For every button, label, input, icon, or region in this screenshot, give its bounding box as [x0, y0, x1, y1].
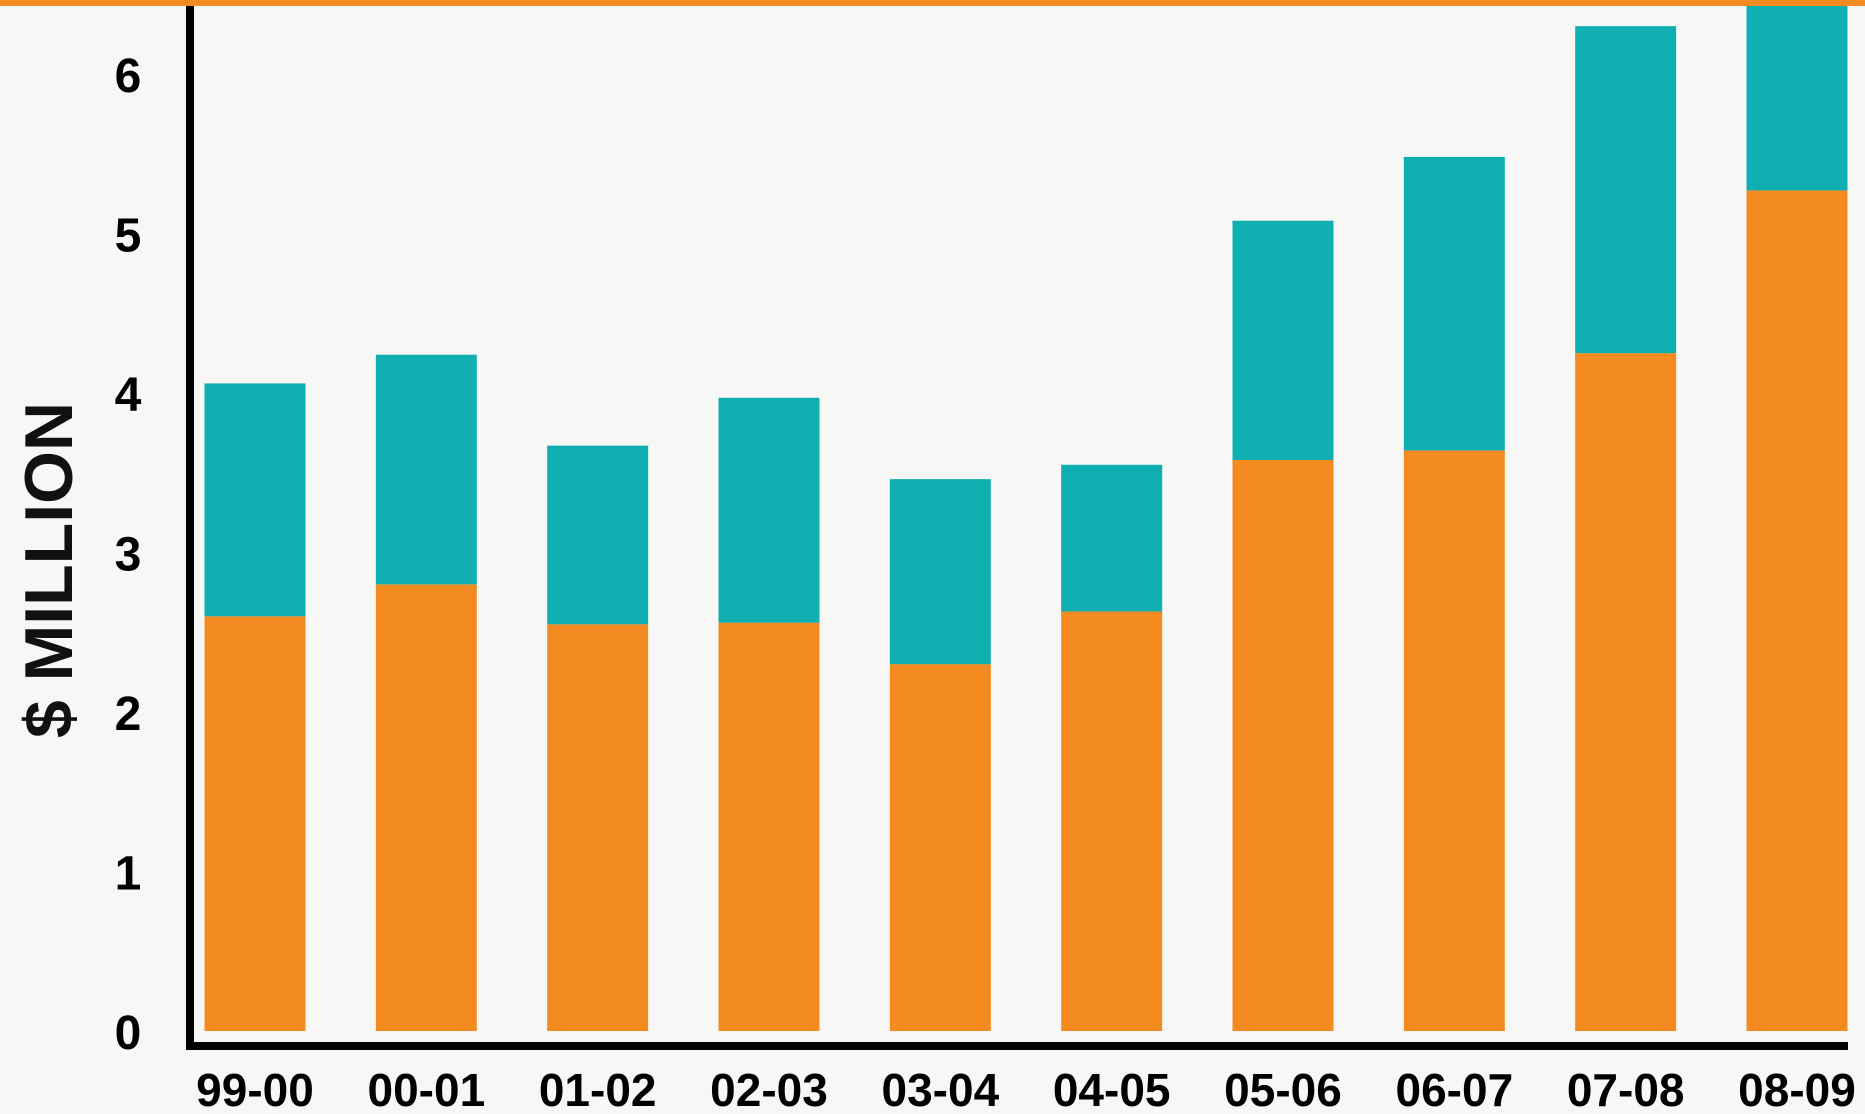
bar-segment	[204, 383, 306, 617]
bar-segment	[1746, 190, 1848, 1031]
x-tick-labels: 99-00 00-01 01-02 02-03 03-04 04-05 05-06 06-07…	[196, 1064, 1856, 1114]
x-tick-label: 03-04	[882, 1064, 1000, 1114]
x-tick-label: 99-00	[196, 1064, 314, 1114]
bar-segment	[1746, 6, 1848, 191]
y-tick-label: 0	[115, 1007, 142, 1060]
bar-segment	[375, 354, 477, 585]
bar-segment	[1403, 450, 1505, 1031]
x-tick-label: 00-01	[368, 1064, 486, 1114]
x-tick-label: 01-02	[539, 1064, 657, 1114]
bar-segment	[1232, 459, 1334, 1031]
x-tick-label: 04-05	[1053, 1064, 1171, 1114]
y-tick-label: 6	[115, 50, 142, 103]
y-tick-label: 2	[115, 688, 142, 741]
bar-segment	[889, 664, 991, 1031]
y-tick-label: 3	[115, 529, 142, 582]
bar-segment	[547, 624, 649, 1031]
bar-segment	[547, 445, 649, 625]
x-tick-label: 02-03	[710, 1064, 828, 1114]
x-tick-label: 05-06	[1224, 1064, 1342, 1114]
y-tick-labels: 0 1 2 3 4 5 6	[115, 50, 142, 1060]
bar-segment	[1403, 156, 1505, 451]
bar-segment	[1575, 26, 1677, 354]
top-accent-bar	[0, 0, 1865, 6]
bar-segment	[718, 622, 820, 1031]
y-axis-label: $ MILLION	[11, 402, 87, 738]
bars	[204, 6, 1848, 1031]
x-tick-label: 06-07	[1396, 1064, 1514, 1114]
bar-segment	[1061, 464, 1163, 612]
y-tick-label: 5	[115, 210, 142, 263]
bar-segment	[1061, 611, 1163, 1031]
x-tick-label: 08-09	[1738, 1064, 1856, 1114]
bar-segment	[718, 397, 820, 623]
y-tick-label: 1	[115, 848, 142, 901]
x-tick-label: 07-08	[1567, 1064, 1685, 1114]
y-tick-label: 4	[115, 369, 142, 422]
bar-segment	[1575, 353, 1677, 1031]
bar-segment	[889, 479, 991, 665]
bar-segment	[204, 616, 306, 1031]
bar-segment	[1232, 220, 1334, 460]
bar-segment	[375, 584, 477, 1031]
